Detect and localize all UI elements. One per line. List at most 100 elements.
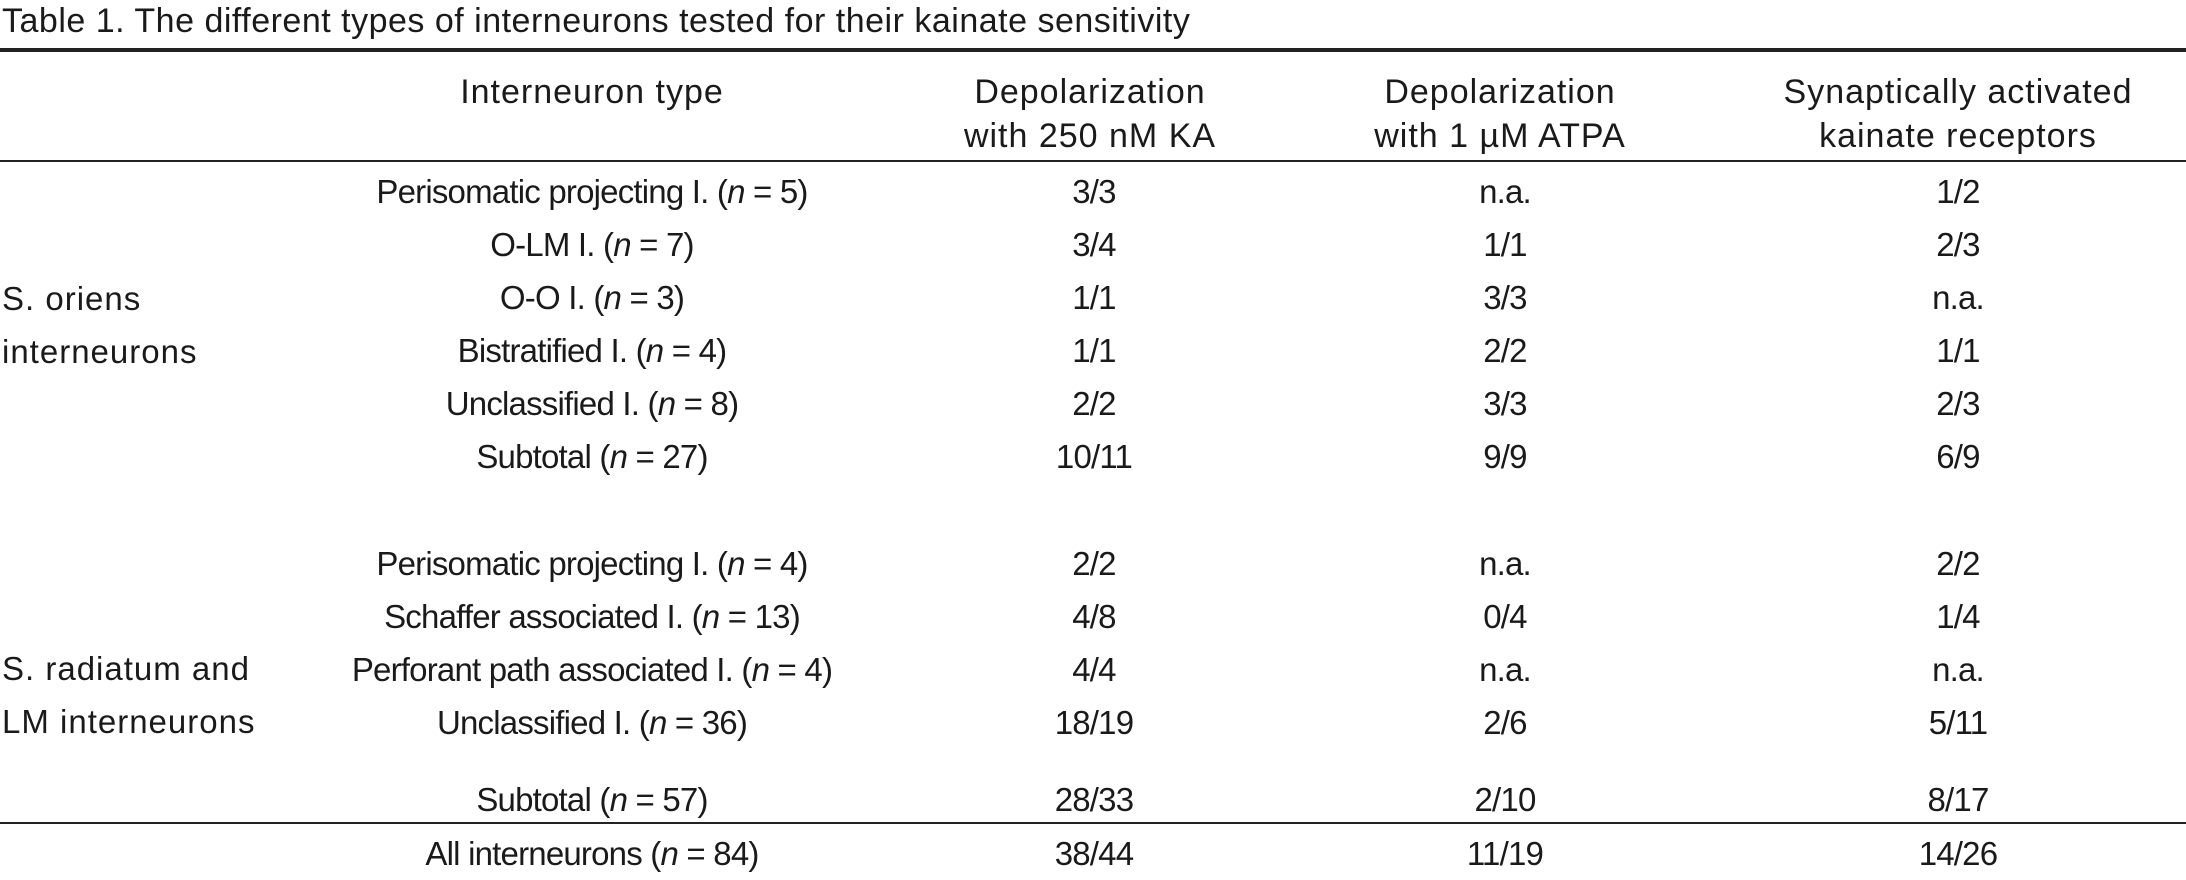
cell-interneuron-type: Unclassified I. (n = 36) [436,704,748,741]
interneuron-name: Perforant path associated I. [351,651,734,688]
cell-atpa: 2/2 [1483,332,1527,369]
interneuron-name: All interneurons [425,835,642,872]
table-row: All interneurons (n = 84) 38/44 11/19 14/26 [0,828,2186,880]
bottom-rule [0,822,2186,824]
n-value: 36 [701,704,738,741]
cell-interneuron-type: O-O I. (n = 3) [499,279,685,316]
cell-ka: 3/3 [1072,173,1116,210]
cell-interneuron-type: All interneurons (n = 84) [425,835,759,872]
header-atpa: Depolarization with 1 µM ATPA [1374,73,1626,155]
cell-atpa: 0/4 [1483,598,1527,635]
header-ka: Depolarization with 250 nM KA [963,73,1217,155]
equals-sign: = [666,704,702,741]
equals-sign: = [627,438,663,475]
cell-atpa: n.a. [1479,173,1532,210]
equals-sign: = [744,545,780,582]
cell-interneuron-type: Perisomatic projecting I. (n = 4) [376,545,808,582]
equals-sign: = [675,385,711,422]
n-symbol: n [613,226,631,263]
cell-interneuron-type: O-LM I. (n = 7) [490,226,694,263]
cell-synaptic: 6/9 [1936,438,1980,475]
interneuron-name: Unclassified I. [445,385,640,422]
n-value: 4 [779,545,798,582]
cell-interneuron-type: Unclassified I. (n = 8) [445,385,739,422]
table-row: Bistratified I. (n = 4) 1/1 2/2 1/1 [0,325,2186,377]
cell-ka: 18/19 [1054,704,1134,741]
cell-interneuron-type: Subtotal (n = 27) [476,438,708,475]
n-value: 4 [698,332,717,369]
cell-interneuron-type: Subtotal (n = 57) [476,781,708,818]
cell-synaptic: 2/3 [1936,226,1980,263]
table-row: Perisomatic projecting I. (n = 5) 3/3 n.a.… [0,166,2186,218]
cell-interneuron-type: Perforant path associated I. (n = 4) [351,651,833,688]
table-row: O-O I. (n = 3) 1/1 3/3 n.a. [0,272,2186,324]
cell-ka: 1/1 [1072,279,1116,316]
n-value: 5 [779,173,798,210]
equals-sign: = [678,835,714,872]
n-value: 8 [710,385,729,422]
group-label-radiatum: S. radiatum and LM interneurons [2,650,256,740]
n-symbol: n [609,781,628,818]
cell-synaptic: 5/11 [1928,704,1988,741]
table-row: Perisomatic projecting I. (n = 4) 2/2 n.a.… [0,538,2186,590]
interneuron-name: Perisomatic projecting I. [376,173,709,210]
cell-interneuron-type: Bistratified I. (n = 4) [457,332,727,369]
n-symbol: n [657,385,676,422]
interneuron-name: Schaffer associated I. [384,598,684,635]
cell-synaptic: 1/1 [1936,332,1980,369]
interneuron-name: Subtotal [476,781,592,818]
cell-synaptic: 2/3 [1936,385,1980,422]
header-synaptic: Synaptically activated kainate receptors [1783,73,2133,155]
cell-synaptic: 1/4 [1936,598,1980,635]
top-rule [0,48,2186,52]
n-symbol: n [648,704,667,741]
cell-ka: 4/8 [1072,598,1116,635]
interneuron-name: Perisomatic projecting I. [376,545,709,582]
cell-synaptic: n.a. [1932,651,1985,688]
header-rule [0,160,2186,162]
cell-atpa: 3/3 [1483,279,1527,316]
equals-sign: = [769,651,805,688]
cell-synaptic: 1/2 [1936,173,1980,210]
n-symbol: n [727,545,745,582]
n-value: 4 [804,651,822,688]
cell-ka: 3/4 [1072,226,1116,263]
table-row: Subtotal (n = 57) 28/33 2/10 8/17 [0,774,2186,826]
table-row: Perforant path associated I. (n = 4) 4/4 n… [0,644,2186,696]
cell-atpa: n.a. [1479,651,1532,688]
n-symbol: n [660,835,679,872]
interneuron-name: Subtotal [476,438,592,475]
equals-sign: = [663,332,699,369]
table-row: O-LM I. (n = 7) 3/4 1/1 2/3 [0,219,2186,271]
table-row: Subtotal (n = 27) 10/11 9/9 6/9 [0,431,2186,483]
table-row: Unclassified I. (n = 8) 2/2 3/3 2/3 [0,378,2186,430]
cell-synaptic: 2/2 [1936,545,1980,582]
cell-synaptic: n.a. [1932,279,1985,316]
n-symbol: n [727,173,745,210]
interneuron-name: Unclassified I. [436,704,631,741]
interneuron-name: Bistratified I. [457,332,628,369]
interneuron-name: O-LM I. [490,226,595,263]
cell-synaptic: 14/26 [1918,835,1998,872]
cell-ka: 38/44 [1054,835,1134,872]
interneuron-name: O-O I. [499,279,586,316]
cell-atpa: 11/19 [1466,835,1544,872]
cell-atpa: 2/10 [1474,781,1536,818]
n-value: 13 [754,598,791,635]
header-interneuron-type: Interneuron type [460,73,724,111]
n-symbol: n [603,279,622,316]
cell-atpa: 1/1 [1483,226,1527,263]
cell-atpa: 3/3 [1483,385,1527,422]
equals-sign: = [630,226,666,263]
cell-ka: 10/11 [1055,438,1133,475]
table-caption: Table 1. The different types of interneu… [2,2,1191,40]
equals-sign: = [719,598,755,635]
n-symbol: n [751,651,770,688]
n-value: 3 [656,279,674,316]
table-row: Unclassified I. (n = 36) 18/19 2/6 5/11 [0,697,2186,749]
cell-atpa: n.a. [1479,545,1532,582]
equals-sign: = [744,173,780,210]
cell-ka: 4/4 [1072,651,1116,688]
n-symbol: n [645,332,664,369]
cell-ka: 2/2 [1072,385,1116,422]
